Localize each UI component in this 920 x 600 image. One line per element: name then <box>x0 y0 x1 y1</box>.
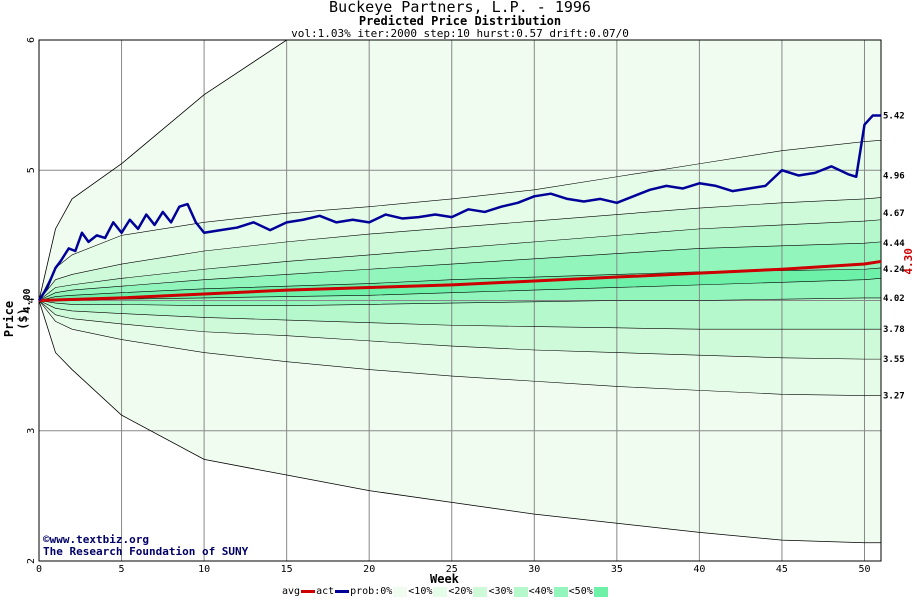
x-tick-label: 15 <box>281 564 293 575</box>
avg-swatch <box>301 590 316 593</box>
right-quantile-label: 4.96 <box>883 171 905 181</box>
x-tick-label: 20 <box>363 564 375 575</box>
band30-swatch <box>513 586 528 597</box>
legend-act: act <box>316 586 350 597</box>
band-10-upper-line <box>38 139 882 301</box>
band-10-lower-line <box>38 300 881 396</box>
y-tick-label: 3 <box>26 428 37 434</box>
chart-title: Buckeye Partners, L.P. - 1996 <box>329 0 591 16</box>
right-quantile-label: 5.42 <box>883 112 905 122</box>
x-axis-label: Week <box>430 572 459 586</box>
x-tick-label: 25 <box>446 564 458 575</box>
copyright-text: ©www.textbiz.org <box>43 533 149 546</box>
act-series-line <box>37 114 881 302</box>
y-tick-label: 2 <box>26 558 37 564</box>
legend-20: <20% <box>448 586 488 597</box>
y-tick-label: 4 <box>26 297 37 303</box>
legend-avg: avg <box>282 586 316 597</box>
start-price-label: 4.00 <box>22 288 33 312</box>
x-tick-label: 45 <box>776 564 788 575</box>
right-quantile-label: 3.27 <box>883 392 905 402</box>
x-tick-label: 5 <box>119 564 125 575</box>
legend-40: <40% <box>529 586 569 597</box>
act-swatch <box>335 590 350 593</box>
band-30-lower-line <box>38 300 881 330</box>
current-price-label: 4.30 <box>902 248 915 275</box>
legend-50: <50% <box>569 586 609 597</box>
band20-swatch <box>473 586 488 597</box>
x-tick-label: 30 <box>528 564 540 575</box>
band-20-lower-line <box>38 300 881 360</box>
y-tick-label: 5 <box>26 167 37 173</box>
band-40-upper-line <box>38 241 882 301</box>
chart-subtitle: Predicted Price Distribution <box>358 14 562 28</box>
right-quantile-label: 4.44 <box>883 239 905 249</box>
x-tick-label: 10 <box>198 564 210 575</box>
band-30-upper-line <box>38 219 882 301</box>
organization-text: The Research Foundation of SUNY <box>43 545 249 558</box>
credit-block: ©www.textbiz.org The Research Foundation… <box>43 534 248 558</box>
band40-swatch <box>553 586 568 597</box>
right-quantile-label: 3.78 <box>883 325 905 335</box>
legend-10: <10% <box>408 586 448 597</box>
x-tick-label: 40 <box>693 564 705 575</box>
x-tick-label: 35 <box>611 564 623 575</box>
band-20-upper-line <box>38 197 882 301</box>
legend: avg act prob:0% <10% <20% <30% <40% <50% <box>282 586 609 597</box>
envelope-lower-line <box>38 300 881 544</box>
legend-30: <30% <box>488 586 528 597</box>
right-quantile-label: 4.24 <box>883 265 905 275</box>
y-tick-label: 6 <box>26 37 37 43</box>
band-40-lower-line <box>38 297 881 307</box>
avg-series-line <box>38 259 882 302</box>
x-tick-label: 0 <box>36 564 42 575</box>
right-quantile-label: 4.67 <box>883 209 905 219</box>
prob0-swatch <box>393 586 408 597</box>
right-quantile-label: 3.55 <box>883 355 905 365</box>
x-tick-label: 50 <box>858 564 870 575</box>
legend-prob: prob:0% <box>350 586 408 597</box>
band10-swatch <box>433 586 448 597</box>
band50-swatch <box>593 586 608 597</box>
right-quantile-label: 4.02 <box>883 294 905 304</box>
chart-parameters: vol:1.03% iter:2000 step:10 hurst:0.57 d… <box>291 27 629 40</box>
